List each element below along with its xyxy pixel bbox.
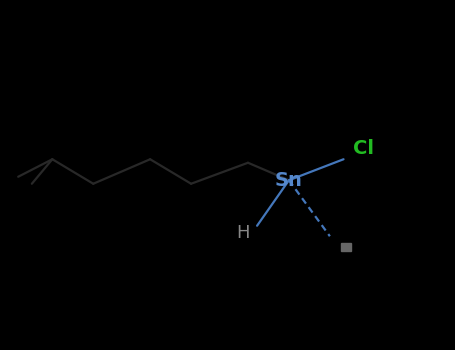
Text: Sn: Sn: [275, 171, 303, 190]
Text: H: H: [237, 224, 250, 242]
FancyBboxPatch shape: [341, 243, 351, 251]
Text: Cl: Cl: [354, 139, 374, 158]
